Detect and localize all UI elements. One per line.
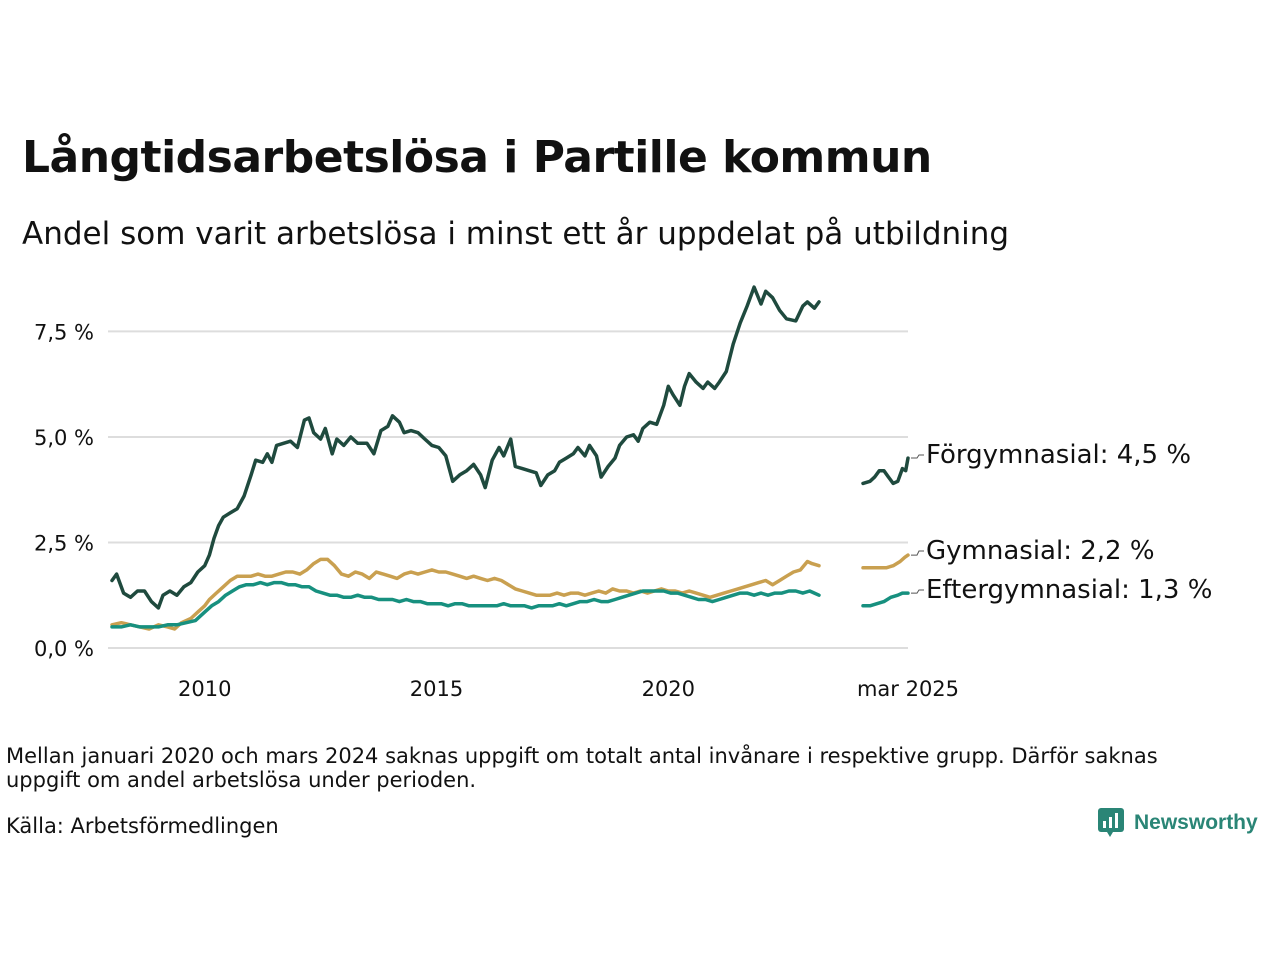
label-connector (911, 589, 924, 594)
series-eftergymnasial (110, 580, 910, 629)
label-connector (911, 550, 924, 556)
series-line (110, 557, 821, 631)
line-chart: 0,0 % 2,5 % 5,0 % 7,5 % 2010 2015 2020 mar 202… (34, 285, 1212, 701)
series-line (861, 553, 910, 570)
y-tick-label: 0,0 % (34, 637, 94, 661)
source-text: Källa: Arbetsförmedlingen (6, 814, 279, 838)
newsworthy-logo[interactable]: Newsworthy (1098, 808, 1258, 838)
y-tick-label: 2,5 % (34, 531, 94, 555)
series-end-labels: Förgymnasial: 4,5 % Gymnasial: 2,2 % Efter… (911, 440, 1212, 605)
x-tick-label: 2015 (410, 677, 463, 701)
series-gymnasial (110, 553, 910, 631)
series-end-label: Gymnasial: 2,2 % (926, 536, 1155, 566)
series-lines (110, 285, 910, 631)
chart-title: Långtidsarbetslösa i Partille kommun (22, 132, 932, 183)
series-line (861, 456, 910, 486)
series-line (110, 285, 821, 610)
x-axis-tick-labels: 2010 2015 2020 mar 2025 (178, 677, 959, 701)
series-förgymnasial (110, 285, 910, 610)
y-axis-tick-labels: 0,0 % 2,5 % 5,0 % 7,5 % (34, 320, 94, 661)
brand-name: Newsworthy (1134, 811, 1258, 834)
series-line (861, 591, 910, 608)
x-tick-label: 2020 (642, 677, 695, 701)
grid-lines (108, 330, 908, 649)
series-end-label: Förgymnasial: 4,5 % (926, 440, 1191, 470)
x-tick-label: 2010 (178, 677, 231, 701)
series-line (110, 580, 821, 629)
footnote: Mellan januari 2020 och mars 2024 saknas… (6, 744, 1158, 792)
x-tick-label: mar 2025 (857, 677, 959, 701)
y-tick-label: 7,5 % (34, 320, 94, 344)
chart-subtitle: Andel som varit arbetslösa i minst ett å… (22, 216, 1010, 252)
y-tick-label: 5,0 % (34, 426, 94, 450)
series-end-label: Eftergymnasial: 1,3 % (926, 575, 1212, 605)
label-connector (911, 454, 924, 459)
bar-chart-icon (1098, 808, 1124, 837)
